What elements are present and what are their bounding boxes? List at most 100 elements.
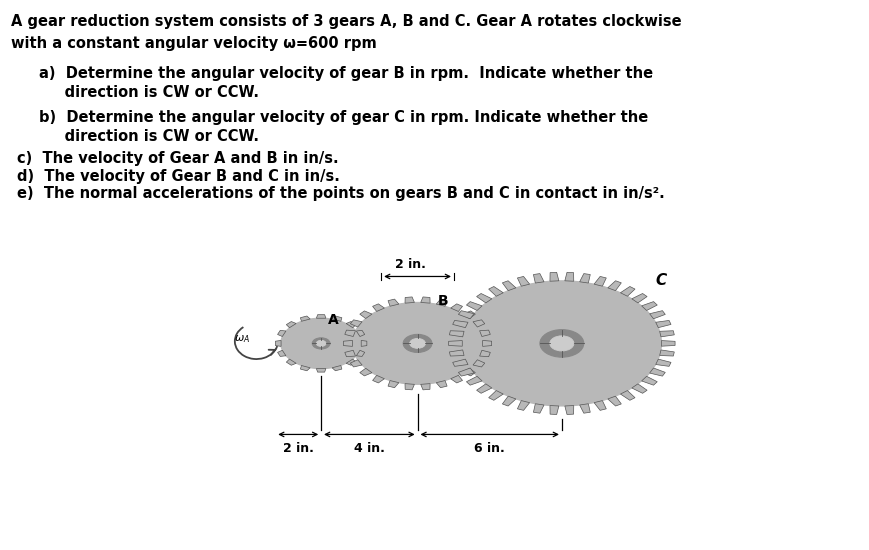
Polygon shape (517, 400, 529, 410)
Polygon shape (488, 287, 502, 296)
Text: 2 in.: 2 in. (282, 442, 314, 455)
Text: a)  Determine the angular velocity of gear B in rpm.  Indicate whether the: a) Determine the angular velocity of gea… (39, 66, 653, 81)
Polygon shape (277, 331, 286, 337)
Polygon shape (488, 390, 502, 400)
Polygon shape (458, 311, 474, 319)
Circle shape (312, 338, 329, 349)
Polygon shape (466, 376, 481, 385)
Text: c)  The velocity of Gear A and B in in/s.: c) The velocity of Gear A and B in in/s. (17, 151, 339, 166)
Text: $\omega_A$: $\omega_A$ (233, 333, 249, 345)
Polygon shape (286, 322, 295, 328)
Circle shape (352, 302, 482, 384)
Text: b)  Determine the angular velocity of gear C in rpm. Indicate whether the: b) Determine the angular velocity of gea… (39, 110, 647, 125)
Text: 6 in.: 6 in. (474, 442, 505, 455)
Polygon shape (462, 311, 474, 318)
Text: direction is CW or CCW.: direction is CW or CCW. (39, 129, 259, 144)
Text: direction is CW or CCW.: direction is CW or CCW. (39, 85, 259, 100)
Polygon shape (640, 301, 656, 311)
Text: with a constant angular velocity ω=600 rpm: with a constant angular velocity ω=600 r… (11, 36, 376, 51)
Polygon shape (449, 350, 463, 356)
Polygon shape (466, 301, 481, 311)
Polygon shape (388, 299, 398, 306)
Polygon shape (405, 383, 414, 390)
Text: d)  The velocity of Gear B and C in in/s.: d) The velocity of Gear B and C in in/s. (17, 169, 340, 184)
Polygon shape (594, 400, 606, 410)
Polygon shape (343, 340, 352, 346)
Circle shape (549, 336, 574, 351)
Circle shape (316, 340, 326, 346)
Polygon shape (607, 396, 620, 406)
Polygon shape (655, 359, 670, 366)
Polygon shape (620, 390, 634, 400)
Text: 4 in.: 4 in. (354, 442, 384, 455)
Text: e)  The normal accelerations of the points on gears B and C in contact in in/s².: e) The normal accelerations of the point… (17, 186, 665, 201)
Polygon shape (372, 375, 384, 383)
Polygon shape (564, 405, 573, 415)
Polygon shape (450, 375, 462, 383)
Polygon shape (501, 280, 515, 290)
Polygon shape (564, 272, 573, 281)
Text: A: A (328, 313, 338, 327)
Polygon shape (360, 311, 372, 318)
Polygon shape (476, 384, 491, 393)
Polygon shape (620, 287, 634, 296)
Polygon shape (659, 331, 673, 337)
Polygon shape (473, 360, 484, 367)
Polygon shape (344, 330, 355, 337)
Polygon shape (479, 330, 490, 337)
Polygon shape (332, 366, 342, 371)
Polygon shape (332, 316, 342, 321)
Polygon shape (405, 297, 414, 303)
Polygon shape (533, 404, 543, 413)
Circle shape (461, 281, 660, 406)
Polygon shape (452, 321, 468, 328)
Polygon shape (607, 280, 620, 290)
Polygon shape (356, 350, 364, 356)
Polygon shape (479, 350, 490, 356)
Polygon shape (631, 384, 647, 393)
Polygon shape (476, 294, 491, 303)
Polygon shape (655, 321, 670, 328)
Polygon shape (579, 404, 589, 413)
Polygon shape (660, 340, 674, 346)
Circle shape (281, 318, 362, 368)
Polygon shape (659, 350, 673, 356)
Polygon shape (450, 304, 462, 311)
Polygon shape (350, 320, 362, 327)
Polygon shape (458, 368, 474, 376)
Circle shape (409, 338, 425, 348)
Polygon shape (350, 360, 362, 367)
Polygon shape (649, 368, 665, 376)
Polygon shape (549, 405, 558, 415)
Polygon shape (277, 350, 286, 356)
Polygon shape (435, 381, 447, 388)
Polygon shape (286, 359, 295, 365)
Polygon shape (300, 366, 310, 371)
Text: A gear reduction system consists of 3 gears A, B and C. Gear A rotates clockwise: A gear reduction system consists of 3 ge… (11, 14, 681, 29)
Polygon shape (346, 359, 355, 365)
Polygon shape (360, 368, 372, 376)
Polygon shape (435, 299, 447, 306)
Polygon shape (579, 273, 589, 283)
Polygon shape (462, 368, 474, 376)
Polygon shape (640, 376, 656, 385)
Polygon shape (344, 350, 355, 356)
Polygon shape (501, 396, 515, 406)
Text: 2 in.: 2 in. (395, 257, 425, 271)
Polygon shape (631, 294, 647, 303)
Polygon shape (533, 273, 543, 283)
Polygon shape (449, 331, 463, 337)
Text: B: B (438, 294, 448, 309)
Polygon shape (316, 368, 326, 372)
Polygon shape (517, 277, 529, 286)
Polygon shape (649, 311, 665, 319)
Polygon shape (482, 340, 491, 346)
Polygon shape (316, 315, 326, 318)
Polygon shape (421, 383, 429, 390)
Polygon shape (275, 340, 281, 346)
Polygon shape (361, 340, 367, 346)
Polygon shape (346, 322, 355, 328)
Polygon shape (448, 340, 461, 346)
Polygon shape (300, 316, 310, 321)
Circle shape (540, 329, 583, 357)
